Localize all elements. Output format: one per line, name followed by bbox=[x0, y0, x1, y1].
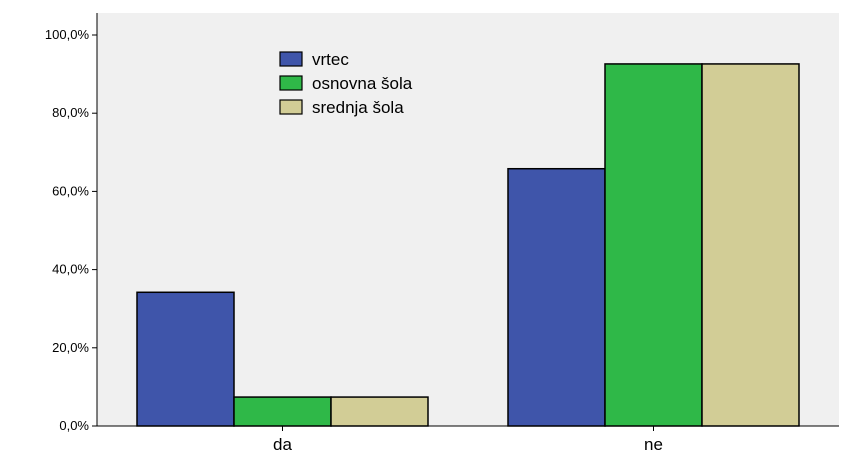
legend-label: srednja šola bbox=[312, 98, 404, 117]
y-tick-label: 0,0% bbox=[59, 418, 89, 433]
y-tick-label: 20,0% bbox=[52, 340, 89, 355]
y-tick-label: 80,0% bbox=[52, 105, 89, 120]
legend-swatch bbox=[279, 99, 303, 115]
legend-swatch bbox=[279, 75, 303, 91]
legend-swatch bbox=[279, 51, 303, 67]
bar-da-1 bbox=[233, 396, 332, 427]
x-tick-label: ne bbox=[644, 435, 663, 454]
bar-ne-1 bbox=[604, 63, 703, 427]
bar-da-0 bbox=[136, 291, 235, 427]
legend-label: vrtec bbox=[312, 50, 349, 69]
y-tick-label: 60,0% bbox=[52, 183, 89, 198]
bar-da-2 bbox=[330, 396, 429, 427]
y-axis: 0,0% 20,0% 40,0% 60,0% 80,0% 100,0% bbox=[45, 13, 98, 433]
legend-label: osnovna šola bbox=[312, 74, 413, 93]
legend: vrtec osnovna šola srednja šola bbox=[279, 50, 413, 117]
y-tick-label: 100,0% bbox=[45, 27, 90, 42]
y-tick-label: 40,0% bbox=[52, 262, 89, 277]
bar-ne-2 bbox=[701, 63, 800, 427]
x-axis: da ne bbox=[97, 425, 839, 454]
x-tick-label: da bbox=[273, 435, 292, 454]
bar-ne-0 bbox=[507, 167, 606, 427]
